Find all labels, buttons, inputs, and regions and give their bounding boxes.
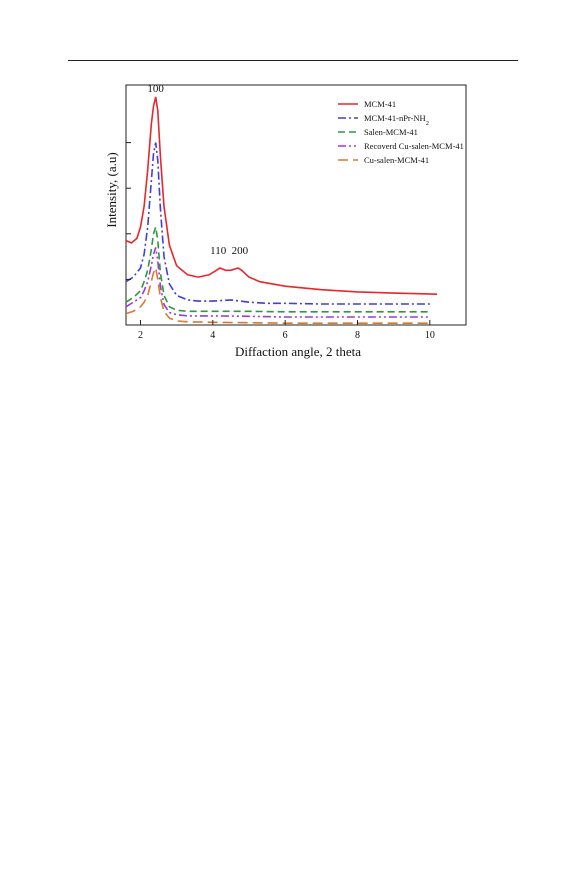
- page-header-rule: [68, 60, 518, 61]
- x-tick-label: 6: [283, 330, 288, 341]
- peak-label-110: 110: [210, 245, 227, 257]
- series-line-5: [125, 265, 430, 324]
- x-tick-label: 10: [425, 330, 435, 341]
- legend-label-5: Cu-salen-MCM-41: [364, 155, 429, 165]
- y-axis-label: Intensity, (a.u): [104, 152, 119, 227]
- peak-label-100: 100: [147, 83, 164, 95]
- x-tick-label: 4: [210, 330, 215, 341]
- peak-label-200: 200: [232, 245, 249, 257]
- x-axis-label: Diffaction angle, 2 theta: [235, 344, 361, 359]
- legend-label-1: MCM-41: [364, 99, 396, 109]
- series-line-2: [125, 142, 430, 305]
- x-tick-label: 2: [138, 330, 143, 341]
- legend-label-4: Recoverd Cu-salen-MCM-41: [364, 141, 464, 151]
- series-line-4: [125, 247, 430, 318]
- x-tick-label: 8: [355, 330, 360, 341]
- plot-frame: [125, 84, 467, 326]
- series-line-3: [125, 226, 430, 313]
- legend-label-3: Salen-MCM-41: [364, 127, 418, 137]
- ticks-layer: 2 4 6 8 10: [126, 142, 435, 341]
- series-line-1: [125, 96, 438, 295]
- series-layer: [125, 96, 438, 324]
- legend-label-2: MCM-41-nPr-NH2: [364, 113, 429, 127]
- peak-labels: 100 110 200: [147, 83, 248, 257]
